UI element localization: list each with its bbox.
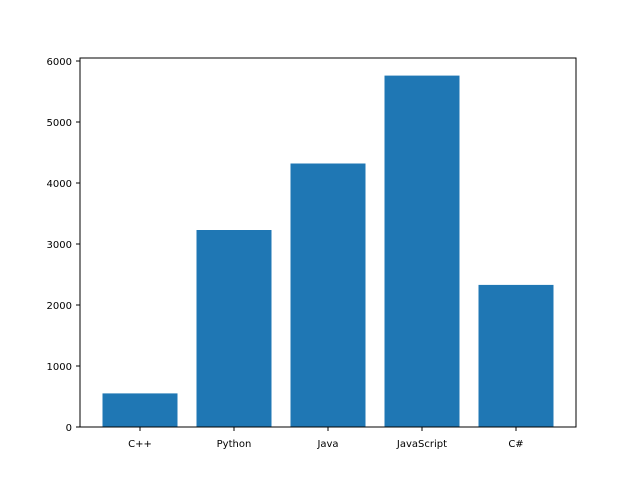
y-tick-label: 1000: [47, 362, 72, 373]
bars-group: [102, 75, 554, 427]
plot-frame: [79, 57, 577, 428]
y-axis: 0 1000 2000 3000 4000 5000 6000: [47, 57, 80, 434]
x-tick-label: Python: [217, 439, 252, 450]
bar-c-: [102, 393, 178, 427]
bar-c-: [478, 284, 554, 427]
bar-java: [290, 163, 366, 427]
x-tick-label: Java: [316, 439, 338, 450]
bar-python: [196, 230, 272, 427]
x-tick-label: C#: [508, 439, 523, 450]
y-tick-label: 2000: [47, 301, 72, 312]
x-axis: C++ Python Java JavaScript C#: [128, 427, 524, 450]
x-tick-label: C++: [128, 439, 152, 450]
y-tick-label: 6000: [47, 57, 72, 68]
x-tick-label: JavaScript: [396, 439, 447, 450]
y-tick-label: 0: [66, 423, 72, 434]
y-tick-label: 4000: [47, 179, 72, 190]
y-tick-label: 5000: [47, 118, 72, 129]
bar-javascript: [384, 75, 460, 427]
y-tick-label: 3000: [47, 240, 72, 251]
